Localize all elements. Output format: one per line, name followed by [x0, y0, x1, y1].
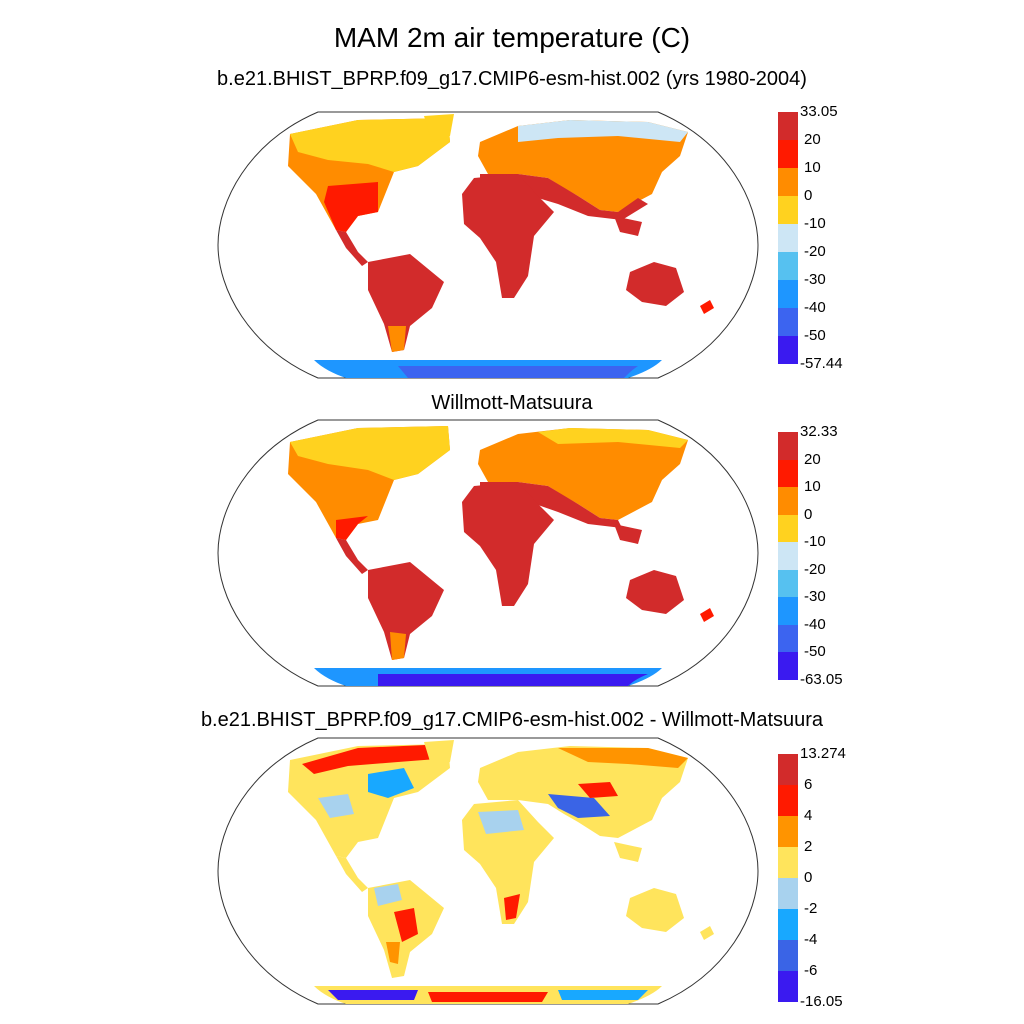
panel-2-title: Willmott-Matsuura — [431, 392, 593, 414]
colorbar-label: 0 — [804, 187, 813, 204]
panel-1-title: b.e21.BHIST_BPRP.f09_g17.CMIP6-esm-hist.… — [217, 68, 807, 90]
colorbar-label: -40 — [804, 299, 826, 316]
colorbar-swatch — [778, 196, 798, 224]
colorbar-swatch — [778, 878, 798, 909]
colorbar-swatch — [778, 252, 798, 280]
colorbar-label: 20 — [804, 131, 821, 148]
colorbar-label: 10 — [804, 159, 821, 176]
colorbar-label: -30 — [804, 588, 826, 605]
colorbar-swatch — [778, 542, 798, 570]
colorbar-label: -30 — [804, 271, 826, 288]
map-difference — [217, 737, 759, 1005]
colorbar-label: -63.05 — [800, 670, 843, 688]
map-observations — [217, 419, 759, 687]
colorbar-label: 33.05 — [800, 103, 838, 120]
colorbar-swatch — [778, 432, 798, 460]
colorbar-swatch — [778, 140, 798, 168]
colorbar-label: 2 — [804, 838, 813, 855]
colorbar-swatch — [778, 569, 798, 597]
colorbar-swatch — [778, 971, 798, 1002]
colorbar-swatch — [778, 847, 798, 878]
colorbar-label: 0 — [804, 869, 813, 886]
colorbar-swatch — [778, 308, 798, 336]
panel-3-title: b.e21.BHIST_BPRP.f09_g17.CMIP6-esm-hist.… — [200, 709, 824, 731]
colorbar-swatch — [778, 280, 798, 308]
colorbar-label: -50 — [804, 643, 826, 660]
colorbar-swatch — [778, 624, 798, 652]
colorbar-swatch — [778, 459, 798, 487]
colorbar-swatch — [778, 816, 798, 847]
colorbar-label: -6 — [804, 962, 818, 979]
colorbar-swatch — [778, 909, 798, 940]
colorbar-swatch — [778, 652, 798, 680]
colorbar-label: -50 — [804, 327, 826, 344]
colorbar-label: -57.44 — [800, 355, 843, 372]
colorbar-label: -20 — [804, 243, 826, 260]
colorbar-label: -10 — [804, 533, 826, 550]
colorbar-swatch — [778, 597, 798, 625]
colorbar-swatch — [778, 224, 798, 252]
colorbar-swatch — [778, 487, 798, 515]
colorbar-label: -20 — [804, 560, 826, 578]
colorbar-label: 6 — [804, 776, 813, 793]
main-title: MAM 2m air temperature (C) — [333, 22, 691, 53]
colorbar-label: -40 — [804, 615, 826, 633]
colorbar-swatch — [778, 168, 798, 196]
colorbar-swatch — [778, 754, 798, 785]
colorbar-swatch — [778, 785, 798, 816]
map-model — [217, 111, 759, 379]
colorbar-label: 0 — [804, 505, 813, 523]
colorbar-label: -10 — [804, 215, 826, 232]
colorbar-label: 13.274 — [800, 745, 846, 762]
colorbar-label: 20 — [804, 450, 821, 468]
colorbar-label: 32.33 — [800, 423, 838, 440]
colorbar-label: -16.05 — [800, 993, 843, 1010]
colorbar-label: -2 — [804, 900, 818, 917]
colorbar-label: 10 — [804, 478, 821, 495]
colorbar-label: -4 — [804, 931, 818, 948]
colorbar-swatch — [778, 336, 798, 364]
colorbar-swatch — [778, 112, 798, 140]
colorbar-swatch — [778, 514, 798, 542]
colorbar-swatch — [778, 940, 798, 971]
colorbar-label: 4 — [804, 807, 813, 824]
